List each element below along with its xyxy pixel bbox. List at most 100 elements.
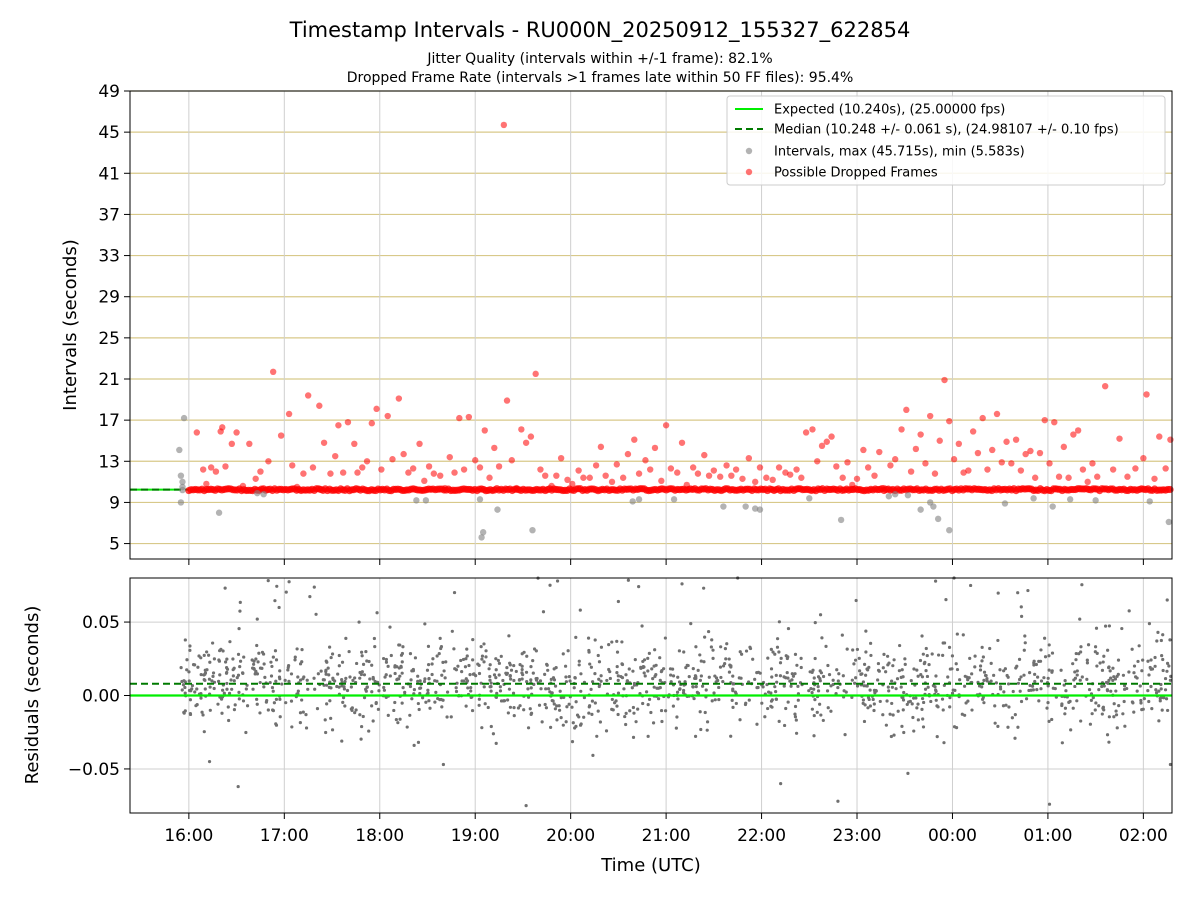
residual-point [269, 660, 273, 664]
residual-point [785, 656, 789, 661]
residual-point [459, 658, 463, 663]
interval-point [1165, 518, 1173, 526]
residual-point [793, 712, 797, 716]
intervals-axes-frame [129, 90, 1173, 560]
residual-point [934, 698, 938, 702]
residual-point [632, 711, 636, 715]
interval-point [756, 506, 764, 513]
dropped-frame-point [233, 429, 240, 436]
dropped-frame-point [460, 466, 468, 473]
intervals-y-ticks: 5 9 13 17 21 25 29 33 37 41 45 49 [98, 82, 130, 555]
dropped-frame-point [891, 456, 899, 463]
residual-point [871, 697, 875, 702]
residual-point [370, 704, 374, 708]
residual-point [425, 668, 430, 672]
residual-point [412, 743, 416, 747]
residual-point [325, 660, 329, 664]
residual-outlier-point [680, 582, 684, 586]
intervals-y-tick-label: 5 [109, 535, 120, 555]
residual-point [769, 667, 774, 671]
residual-point [433, 700, 437, 704]
residual-point [546, 668, 550, 672]
residual-point [237, 697, 241, 701]
residual-point [1114, 713, 1119, 717]
residual-point [810, 707, 814, 711]
residual-point [187, 670, 191, 674]
residual-point [676, 675, 680, 679]
residual-point [866, 668, 870, 672]
interval-point [885, 493, 893, 500]
residual-point [549, 725, 553, 729]
dropped-frame-point [844, 459, 851, 466]
residual-point [512, 678, 516, 683]
residual-point [985, 679, 989, 683]
residual-point [522, 708, 526, 712]
residual-point [252, 659, 256, 663]
residual-point [443, 676, 447, 680]
residual-point [782, 675, 786, 679]
residual-point [1157, 689, 1161, 693]
residual-point [426, 663, 431, 667]
residual-point [301, 710, 305, 714]
dropped-frame-point [1162, 465, 1169, 472]
residual-point [202, 653, 206, 657]
residual-point [185, 668, 189, 672]
residual-point [1036, 675, 1040, 679]
residual-point [453, 667, 457, 671]
dropped-frame-point [1003, 438, 1010, 445]
residual-point [948, 705, 952, 709]
residual-point [431, 657, 435, 661]
residual-point [231, 657, 235, 661]
residual-point [349, 685, 353, 689]
residual-point [235, 675, 239, 680]
dropped-frame-point [327, 470, 334, 477]
residual-point [739, 676, 743, 680]
residual-point [1080, 675, 1084, 679]
residual-point [410, 669, 414, 673]
residual-point [1122, 699, 1126, 704]
residual-point [262, 685, 266, 689]
residual-point [502, 699, 507, 703]
residual-point [1028, 671, 1032, 675]
residual-point [360, 650, 364, 654]
residual-point [182, 679, 186, 683]
residual-point [796, 684, 800, 688]
residual-point [882, 652, 886, 656]
residual-point [1153, 655, 1157, 660]
residual-point [596, 709, 600, 713]
residual-point [816, 675, 821, 679]
residual-point [565, 705, 569, 709]
residual-point [555, 704, 559, 708]
residual-point [963, 713, 967, 717]
residual-point [923, 687, 928, 691]
residual-point [258, 711, 262, 715]
residual-point [725, 642, 729, 646]
residual-point [255, 672, 260, 676]
residual-point [456, 664, 460, 668]
residual-point [731, 674, 735, 678]
residual-point [793, 715, 798, 719]
residual-point [640, 624, 644, 628]
dropped-frame-point [1132, 465, 1139, 472]
residual-point [543, 702, 547, 707]
residual-point [779, 656, 783, 660]
residual-point [996, 638, 1000, 643]
residual-point [980, 685, 984, 689]
dropped-frame-point [694, 470, 702, 477]
residual-point [793, 672, 797, 676]
residual-point [1085, 677, 1089, 681]
dropped-frame-point [624, 450, 632, 458]
chart-subtitle-jitter: Jitter Quality (intervals within +/-1 fr… [426, 51, 772, 67]
residual-point [471, 672, 475, 676]
residual-point [439, 697, 443, 702]
residual-point [766, 656, 770, 660]
residual-point [644, 690, 649, 694]
dropped-frame-point [300, 470, 307, 477]
residual-point [398, 674, 402, 678]
residual-point [1111, 678, 1115, 682]
dropped-frame-point [446, 453, 453, 461]
residual-point [381, 656, 386, 661]
residual-point [494, 657, 498, 661]
residual-point [1149, 667, 1153, 671]
residual-point [440, 705, 444, 709]
